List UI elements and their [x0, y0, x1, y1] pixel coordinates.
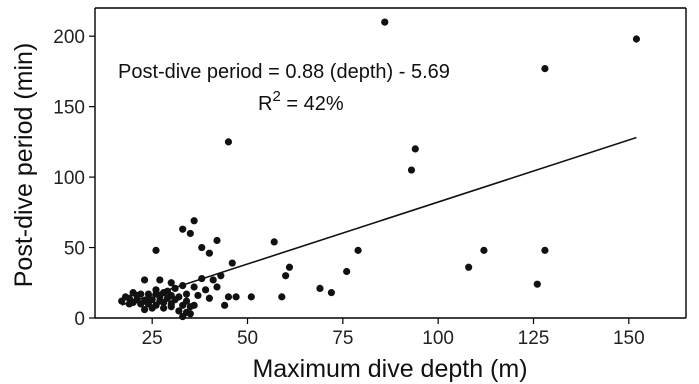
data-point: [156, 276, 164, 284]
plot-area: [94, 7, 687, 319]
data-point: [179, 225, 187, 233]
data-point: [175, 307, 183, 315]
data-point: [480, 246, 488, 254]
data-point: [140, 305, 149, 314]
data-point: [247, 293, 255, 301]
x-tick-label: 125: [518, 328, 550, 349]
data-point: [632, 35, 641, 43]
data-point: [179, 301, 187, 309]
data-point: [137, 300, 145, 308]
data-point: [224, 293, 233, 301]
data-point: [148, 304, 156, 312]
data-point: [316, 284, 324, 293]
data-point: [167, 279, 175, 287]
data-point: [213, 283, 221, 291]
x-axis-title: Maximum dive depth (m): [252, 355, 527, 383]
data-point: [186, 229, 194, 238]
data-point: [160, 298, 168, 307]
r-squared-value: = 42%: [281, 93, 344, 115]
data-point: [140, 276, 149, 284]
equation-annotation: Post-dive period = 0.88 (depth) - 5.69: [118, 61, 450, 83]
data-point: [194, 291, 202, 300]
r-squared-prefix: R: [258, 93, 272, 115]
data-point: [198, 243, 206, 252]
data-point: [152, 246, 160, 254]
data-point: [354, 246, 362, 254]
data-point: [156, 293, 164, 301]
data-point: [327, 289, 335, 297]
r-squared-annotation: R2 = 42%: [258, 88, 344, 115]
y-tick-label: 50: [64, 239, 85, 260]
data-point: [201, 286, 210, 294]
y-tick-label: 200: [53, 27, 85, 48]
trend-line: [121, 136, 637, 306]
data-point: [533, 280, 541, 288]
data-point: [205, 249, 213, 257]
data-point: [160, 304, 168, 312]
x-tick-label: 75: [332, 328, 353, 349]
data-point: [190, 283, 198, 291]
data-point: [228, 259, 236, 267]
data-point: [205, 294, 213, 302]
data-point: [133, 291, 141, 300]
data-point: [213, 236, 221, 245]
data-point: [541, 246, 549, 254]
y-tick-label: 0: [74, 309, 85, 330]
data-point: [270, 238, 278, 246]
data-point: [282, 272, 290, 280]
x-tick-label: 150: [613, 328, 645, 349]
x-tick-label: 50: [237, 328, 258, 349]
y-axis-title: Post-dive period (min): [10, 43, 38, 288]
data-point: [232, 293, 240, 301]
r-squared-exponent: 2: [272, 88, 280, 105]
data-point: [285, 263, 294, 271]
data-point: [186, 310, 194, 318]
data-point: [182, 290, 191, 298]
data-point: [224, 138, 233, 146]
data-point: [179, 312, 187, 321]
data-point: [152, 286, 160, 294]
data-point: [541, 64, 549, 73]
data-point: [407, 166, 416, 174]
data-point: [381, 18, 389, 26]
y-tick-label: 100: [53, 168, 85, 189]
y-tick-label: 150: [53, 98, 85, 119]
data-point: [278, 293, 286, 301]
data-point: [221, 301, 229, 309]
data-point: [465, 263, 473, 271]
data-point: [411, 145, 419, 153]
data-point: [343, 267, 351, 276]
data-point: [118, 297, 126, 305]
y-ticks: 0 50 100 150 200: [53, 27, 95, 330]
data-point: [190, 217, 198, 225]
data-point: [209, 276, 217, 284]
data-point: [167, 303, 175, 311]
x-tick-label: 25: [142, 328, 163, 349]
x-ticks: 25 50 75 100 125 150: [142, 318, 645, 349]
data-point: [186, 303, 194, 311]
x-tick-label: 100: [422, 328, 454, 349]
